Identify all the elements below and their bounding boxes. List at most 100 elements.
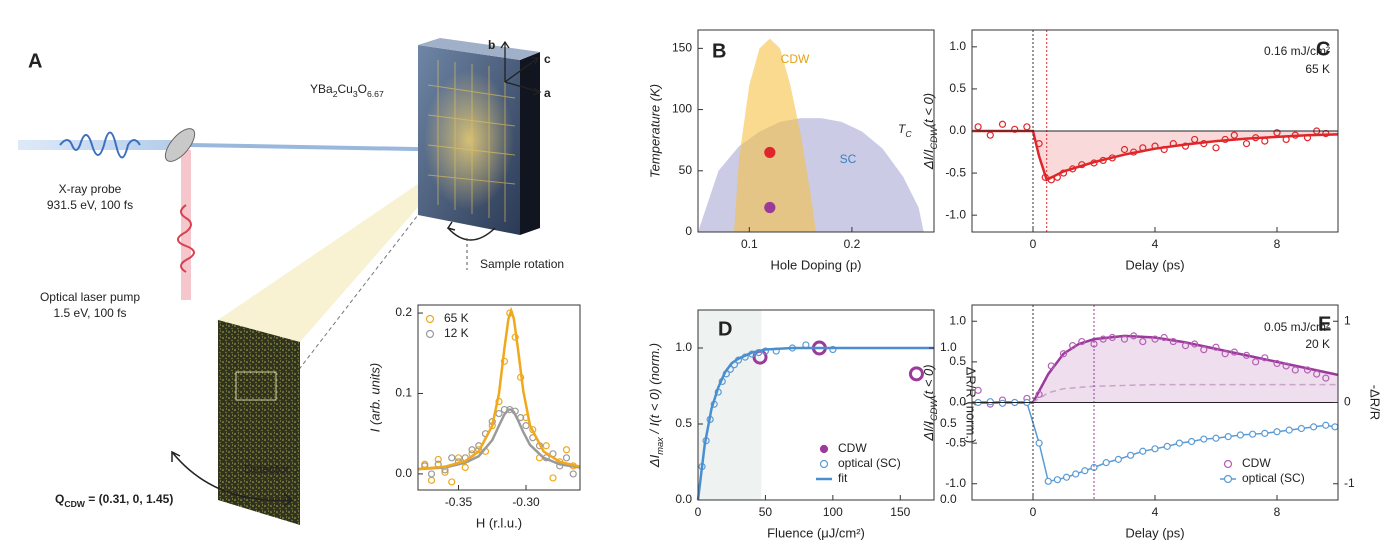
y-tick-label: 100 [672, 102, 692, 116]
data-point [986, 398, 994, 406]
data-point [1120, 145, 1129, 154]
y-axis-label: Temperature (K) [647, 84, 662, 178]
data-point [1078, 337, 1086, 346]
chart-panel: 0 4 8 -1.0 -0.5 0.0 0.5 1.0 Delay (ps) ΔI/ICDW(t … [921, 29, 1339, 272]
data-point [1169, 140, 1177, 148]
axis-c: c [544, 52, 551, 66]
data-point [1078, 161, 1086, 169]
panel-letter: B [712, 40, 726, 62]
x-tick-label: 100 [823, 505, 843, 519]
annotation: 0.16 mJ/cm² [1264, 44, 1330, 58]
y-tick-label: 0.2 [395, 305, 412, 319]
data-point [1139, 447, 1147, 455]
legend-label: optical (SC) [838, 456, 901, 470]
data-point [1151, 335, 1159, 343]
crystal-axes [500, 40, 542, 96]
line [1032, 383, 1338, 404]
y-axis-label: ΔI/ICDW(t < 0) [921, 93, 939, 170]
y-tick-label: -1.0 [945, 207, 966, 221]
shaded-region [698, 310, 762, 500]
legend-label: CDW [838, 441, 867, 455]
data-point [1242, 140, 1251, 148]
plot-frame [697, 309, 935, 501]
data-point [468, 446, 476, 454]
data-point [1322, 421, 1330, 429]
data-point [1069, 342, 1077, 350]
data-point [1126, 451, 1135, 459]
data-point [1102, 459, 1110, 467]
subscript: CDW [64, 499, 85, 509]
data-point [764, 201, 776, 214]
legend-swatch [1223, 459, 1233, 469]
y2-tick-label: 1 [1344, 313, 1351, 327]
data-point [1175, 439, 1184, 447]
data-point [1200, 346, 1208, 354]
data-point [1035, 439, 1043, 447]
y-axis-label: ΔI/ICDW(t < 0) [921, 364, 939, 441]
text-part: (t < 0) [921, 93, 936, 127]
data-point [1230, 348, 1238, 356]
subscript: C [905, 129, 912, 139]
data-point [562, 454, 571, 462]
chart-panel: SC CDW 0.1 0.2 0 50 100 150 Hole Doping (p) Tempe… [647, 29, 935, 272]
data-point [1044, 477, 1052, 485]
data-point [461, 463, 469, 472]
y-tick-label: 150 [672, 41, 692, 55]
pump-label: Optical laser pump [40, 290, 140, 304]
x-tick-label: 4 [1152, 237, 1159, 251]
line [978, 400, 1336, 483]
diagram-a: A YBa2Cu3O6.67 b c a X-ray probe 931.5 e… [18, 38, 564, 525]
data-point [1081, 467, 1089, 475]
data-point [1221, 350, 1229, 358]
mirror [164, 128, 196, 162]
y-tick-label: 0.0 [675, 492, 692, 506]
pump-wave [177, 204, 195, 273]
data-point [1221, 135, 1229, 144]
data-point [908, 366, 924, 382]
y-axis-label: ΔImax / I(t < 0) (norm.) [647, 343, 665, 468]
data-point [1236, 431, 1245, 439]
x-tick-label: -0.35 [445, 495, 473, 509]
data-point [427, 470, 436, 478]
data-point [1273, 428, 1281, 436]
data-point [1114, 455, 1123, 463]
text-part: / I(t < 0) (norm.) [647, 343, 662, 437]
data-point [986, 131, 994, 139]
line [972, 129, 1339, 182]
data-point [1169, 337, 1177, 346]
data-point [1151, 142, 1159, 150]
y2-tick-label: 0 [1344, 395, 1351, 409]
panel-letter: D [718, 318, 732, 340]
data-point [1261, 429, 1269, 437]
probe-detail: 931.5 eV, 100 fs [47, 198, 133, 212]
data-point [1224, 433, 1232, 441]
legend-swatch [819, 459, 829, 469]
data-point [1069, 165, 1077, 173]
data-point [1291, 366, 1299, 374]
detector-label: Detector [244, 462, 289, 476]
text-part: O [358, 82, 367, 96]
data-point [1181, 342, 1190, 350]
x-tick-label: 8 [1274, 237, 1281, 251]
chart-panel: -0.35 -0.30 0.0 0.1 0.2 H (r.l.u.) I (arb. uni… [367, 304, 581, 530]
x-tick-label: 0 [695, 505, 702, 519]
data-point [434, 455, 442, 464]
y2-axis-label: ΔR/R (norm.) [964, 367, 979, 444]
y-tick-label: 1.0 [949, 313, 966, 327]
data-point [495, 409, 503, 418]
data-point [1291, 131, 1299, 139]
area [972, 131, 1338, 180]
data-point [1072, 470, 1080, 478]
data-point [998, 399, 1007, 407]
y-tick-label: 0.0 [395, 466, 412, 480]
text-part: ΔI/I [921, 149, 936, 170]
data-point [1261, 354, 1269, 362]
rotation-arrow [447, 227, 496, 241]
x-tick-label: 8 [1274, 505, 1281, 519]
data-point [1099, 156, 1107, 165]
xray-wave [59, 131, 141, 159]
data-point [427, 476, 436, 484]
